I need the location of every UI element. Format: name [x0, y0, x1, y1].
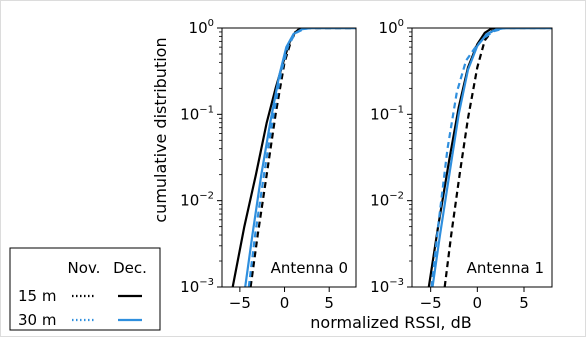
panel-title-bg — [462, 257, 548, 279]
y-tick-label: 10−3 — [370, 277, 404, 296]
x-tick-label: 0 — [280, 294, 290, 312]
legend-row-label: 15 m — [18, 287, 56, 305]
panel-0: −5 0 5 100 10−1 10−2 10−3 Antenna 0 — [180, 18, 357, 312]
y-tick-label: 10−1 — [370, 104, 404, 123]
y-tick-label: 10−1 — [180, 104, 214, 123]
x-tick-label: 5 — [324, 294, 334, 312]
series-line-15m-dashed — [249, 28, 356, 287]
series-line-15m-dashed — [443, 28, 552, 287]
legend-column-header: Dec. — [113, 259, 147, 277]
y-tick-label: 10−2 — [370, 191, 404, 210]
series-line-30m-solid — [431, 28, 552, 287]
axes-frame — [411, 27, 553, 288]
x-axis-label: normalized RSSI, dB — [310, 313, 471, 332]
y-tick-label: 100 — [189, 18, 214, 37]
x-tick-label: −5 — [420, 294, 442, 312]
axes-frame — [221, 27, 357, 288]
y-axis-label: cumulative distribution — [151, 37, 170, 222]
legend-box — [9, 247, 161, 331]
panel-1: −5 0 5 100 10−1 10−2 10−3 Antenna 1 — [370, 18, 553, 312]
x-tick-label: 0 — [473, 294, 483, 312]
panel-title: Antenna 0 — [271, 259, 348, 277]
panel-title: Antenna 1 — [467, 259, 544, 277]
legend-column-header: Nov. — [68, 259, 101, 277]
x-tick-label: −5 — [229, 294, 251, 312]
series-line-30m-solid — [244, 28, 356, 287]
panels: −5 0 5 100 10−1 10−2 10−3 Antenna 0 −5 0 5 100 10−1 1… — [180, 18, 553, 312]
y-tick-label: 10−2 — [180, 191, 214, 210]
y-tick-label: 10−3 — [180, 277, 214, 296]
legend: Nov. Dec. 15 m 30 m — [9, 247, 161, 331]
x-tick-label: 5 — [519, 294, 529, 312]
y-tick-label: 100 — [379, 18, 404, 37]
legend-row-label: 30 m — [18, 311, 56, 329]
panel-title-bg — [266, 257, 352, 279]
